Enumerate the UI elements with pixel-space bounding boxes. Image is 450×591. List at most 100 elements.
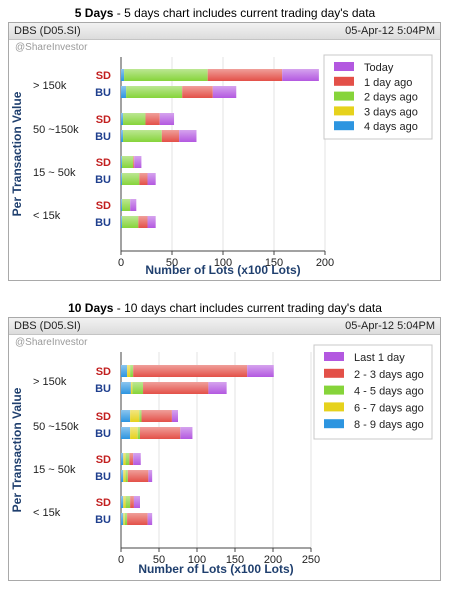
bar-segment [125,470,128,482]
bar-segment [121,216,123,228]
bar-segment [133,453,141,465]
bar-label-bu: BU [95,383,111,395]
bar-segment [180,427,193,439]
bar-segment [145,113,160,125]
bar-segment [121,86,127,98]
group-label: < 15k [33,210,61,222]
bar-label-bu: BU [95,131,111,143]
chart-title-5-days: 5 Days - 5 days chart includes current t… [0,6,450,20]
bar-segment [139,173,148,185]
panel-header: DBS (D05.SI) 05-Apr-12 5:04PM [9,318,440,335]
bar-label-sd: SD [96,114,111,126]
bar-segment [126,86,183,98]
bar-segment [125,496,131,508]
x-tick-label: 0 [118,257,124,269]
stock-name: DBS (D05.SI) [14,320,81,332]
chart-5-days: 0 50 100 150 200 Number of Lots (x100 Lots) Pe… [10,54,433,277]
x-tick-label: 200 [264,554,282,566]
watermark: @ShareInvestor [15,337,88,348]
legend-label: 2 - 3 days ago [354,369,424,381]
bar-segment [132,382,144,394]
bar-segment [123,496,126,508]
bar-segment [121,156,123,168]
legend-label: Last 1 day [354,352,405,364]
bar-segment [148,470,153,482]
bar-segment [138,216,148,228]
bar-segment [121,365,128,377]
x-tick-label: 50 [166,257,178,269]
bar-segment [122,173,140,185]
timestamp: 05-Apr-12 5:04PM [345,25,435,37]
group-label: 15 ~ 50k [33,464,76,476]
x-tick-label: 250 [302,554,320,566]
group-label: < 15k [33,507,61,519]
bar-label-sd: SD [96,157,111,169]
legend-swatch [334,106,354,116]
legend-swatch [324,419,344,429]
legend-label: 1 day ago [364,77,412,89]
bar-segment [133,496,140,508]
chart-panel-10-days: DBS (D05.SI) 05-Apr-12 5:04PM @ShareInve… [8,317,441,581]
bar-segment [182,86,213,98]
legend-swatch [324,402,344,412]
y-axis-title: Per Transaction Value [10,91,24,216]
legend-label: Today [364,62,394,74]
bar-segment [130,496,134,508]
bar-segment [121,199,123,211]
x-tick-label: 200 [316,257,334,269]
chart-10-days: 0 50 100 150 200 250 Number of Lots (x100 Lots… [10,344,433,576]
bar-segment [129,453,134,465]
bar-segment [139,410,142,422]
group-label: > 150k [33,80,67,92]
bar-segment [159,113,175,125]
legend-swatch [334,62,354,71]
bar-label-sd: SD [96,366,111,378]
group-label: 50 ~150k [33,124,79,136]
bar-segment [207,69,283,81]
legend-label: 8 - 9 days ago [354,419,424,431]
bar-segment [123,513,125,525]
x-tick-label: 0 [118,554,124,566]
bar-segment [124,513,128,525]
chart-title-rest: - 5 days chart includes current trading … [113,6,376,20]
group-label: > 150k [33,376,67,388]
bar-label-bu: BU [95,471,111,483]
bar-segment [212,86,237,98]
legend-swatch [324,368,344,378]
bar-segment [121,453,124,465]
bar-label-sd: SD [96,200,111,212]
bar-segment [121,496,124,508]
bar-segment [147,513,153,525]
bar-label-sd: SD [96,70,111,82]
x-tick-label: 100 [188,554,206,566]
bar-segment [130,410,140,422]
bar-segment [147,216,156,228]
chart-title-rest: - 10 days chart includes current trading… [113,301,382,315]
y-axis-title: Per Transaction Value [10,387,24,512]
bar-label-sd: SD [96,411,111,423]
bar-segment [147,173,156,185]
bar-segment [282,69,319,81]
x-tick-label: 150 [226,554,244,566]
bar-segment [122,156,134,168]
legend-swatch [324,385,344,395]
bar-segment [141,410,172,422]
legend-swatch [334,121,354,131]
legend-label: 2 days ago [364,92,418,104]
bar-segment [123,113,146,125]
bar-segment [179,130,197,142]
legend-label: 4 days ago [364,121,418,133]
bar-segment [133,156,135,168]
bar-segment [123,453,126,465]
bar-segment [121,130,124,142]
bar-segment [121,382,131,394]
bar-label-bu: BU [95,428,111,440]
group-label: 15 ~ 50k [33,167,76,179]
bar-segment [140,427,181,439]
bar-segment [123,130,162,142]
chart-title-10-days: 10 Days - 10 days chart includes current… [0,301,450,315]
bar-segment [143,382,209,394]
bar-segment [121,113,124,125]
bar-segment [134,156,142,168]
bar-segment [130,365,134,377]
